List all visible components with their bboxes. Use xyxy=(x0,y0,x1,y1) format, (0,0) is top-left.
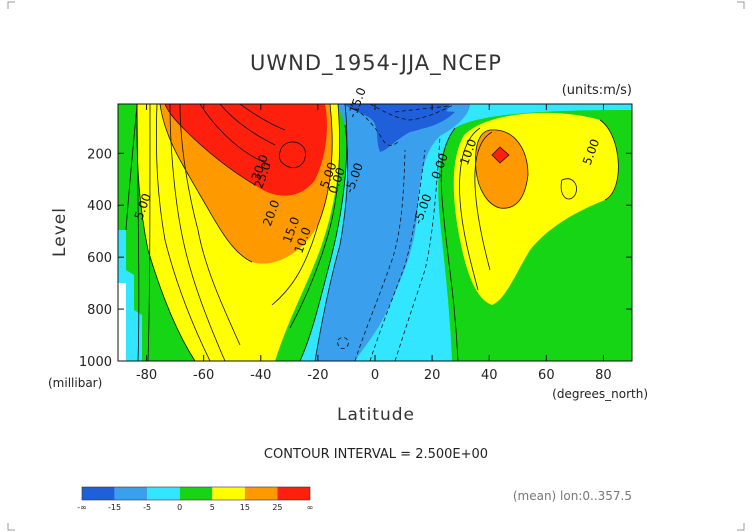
colorbar: -∞ -15 -5 0 5 15 25 ∞ xyxy=(77,486,314,512)
contour-interval-note: CONTOUR INTERVAL = 2.500E+00 xyxy=(264,447,488,462)
colorbar-frame xyxy=(81,486,311,501)
colorbar-swatch xyxy=(179,487,213,500)
colorbar-swatch xyxy=(114,487,148,500)
chart-title: UWND_1954-JJA_NCEP xyxy=(250,51,502,76)
colorbar-tick-label: -∞ xyxy=(77,503,87,512)
colorbar-tick-label: 5 xyxy=(210,503,215,512)
x-tick-label: -40 xyxy=(250,368,271,383)
colorbar-tick-label: 15 xyxy=(240,503,250,512)
colorbar-swatch xyxy=(244,487,278,500)
y-tick-label: 400 xyxy=(87,199,112,214)
y-tick-label: 600 xyxy=(87,251,112,266)
y-tick-label: 200 xyxy=(87,147,112,162)
blue-tongue-right xyxy=(405,111,455,130)
colorbar-tick-label: -15 xyxy=(108,503,121,512)
contour-lines-dashed xyxy=(337,104,456,361)
colorbar-tick-label: -5 xyxy=(143,503,151,512)
x-axis-label: Latitude xyxy=(337,405,415,425)
x-units-label: (degrees_north) xyxy=(552,387,648,401)
fill-band-neg5-neg15-top xyxy=(315,104,470,361)
colorbar-tick-label: 25 xyxy=(272,503,282,512)
colorbar-tick-label: ∞ xyxy=(307,503,314,512)
x-tick-label: 0 xyxy=(371,368,379,383)
colorbar-tick-label: 0 xyxy=(177,503,182,512)
y-tick-label: 1000 xyxy=(79,355,112,370)
x-tick-label: -60 xyxy=(193,368,214,383)
contour-lines xyxy=(125,104,619,361)
white-patch-left xyxy=(118,283,126,361)
colorbar-swatch xyxy=(82,487,115,500)
x-tick-label: 40 xyxy=(481,368,498,383)
colorbar-swatch xyxy=(147,487,180,500)
y-axis: 200 400 600 800 1000 xyxy=(79,147,632,370)
colorbar-swatch xyxy=(277,487,310,500)
contour-labels: 5.0030.025.020.015.010.05.000.00-5.00-15… xyxy=(132,86,603,256)
units-label: (units:m/s) xyxy=(562,83,632,98)
plot-area xyxy=(118,104,632,361)
x-axis: -80 -60 -40 -20 0 20 40 60 80 xyxy=(136,104,612,383)
x-tick-label: -80 xyxy=(136,368,157,383)
x-tick-label: 20 xyxy=(424,368,441,383)
fill-band-15-25-north xyxy=(475,129,528,209)
corner-marks xyxy=(7,1,745,531)
colorbar-swatch xyxy=(212,487,245,500)
mean-lon-note: (mean) lon:0..357.5 xyxy=(513,489,632,503)
y-axis-label: Level xyxy=(50,207,70,257)
y-tick-label: 800 xyxy=(87,303,112,318)
y-units-label: (millibar) xyxy=(48,376,102,390)
x-tick-label: 80 xyxy=(595,368,612,383)
x-tick-label: -20 xyxy=(307,368,328,383)
fill-band-25-plus-south xyxy=(165,104,327,196)
x-tick-label: 60 xyxy=(538,368,555,383)
